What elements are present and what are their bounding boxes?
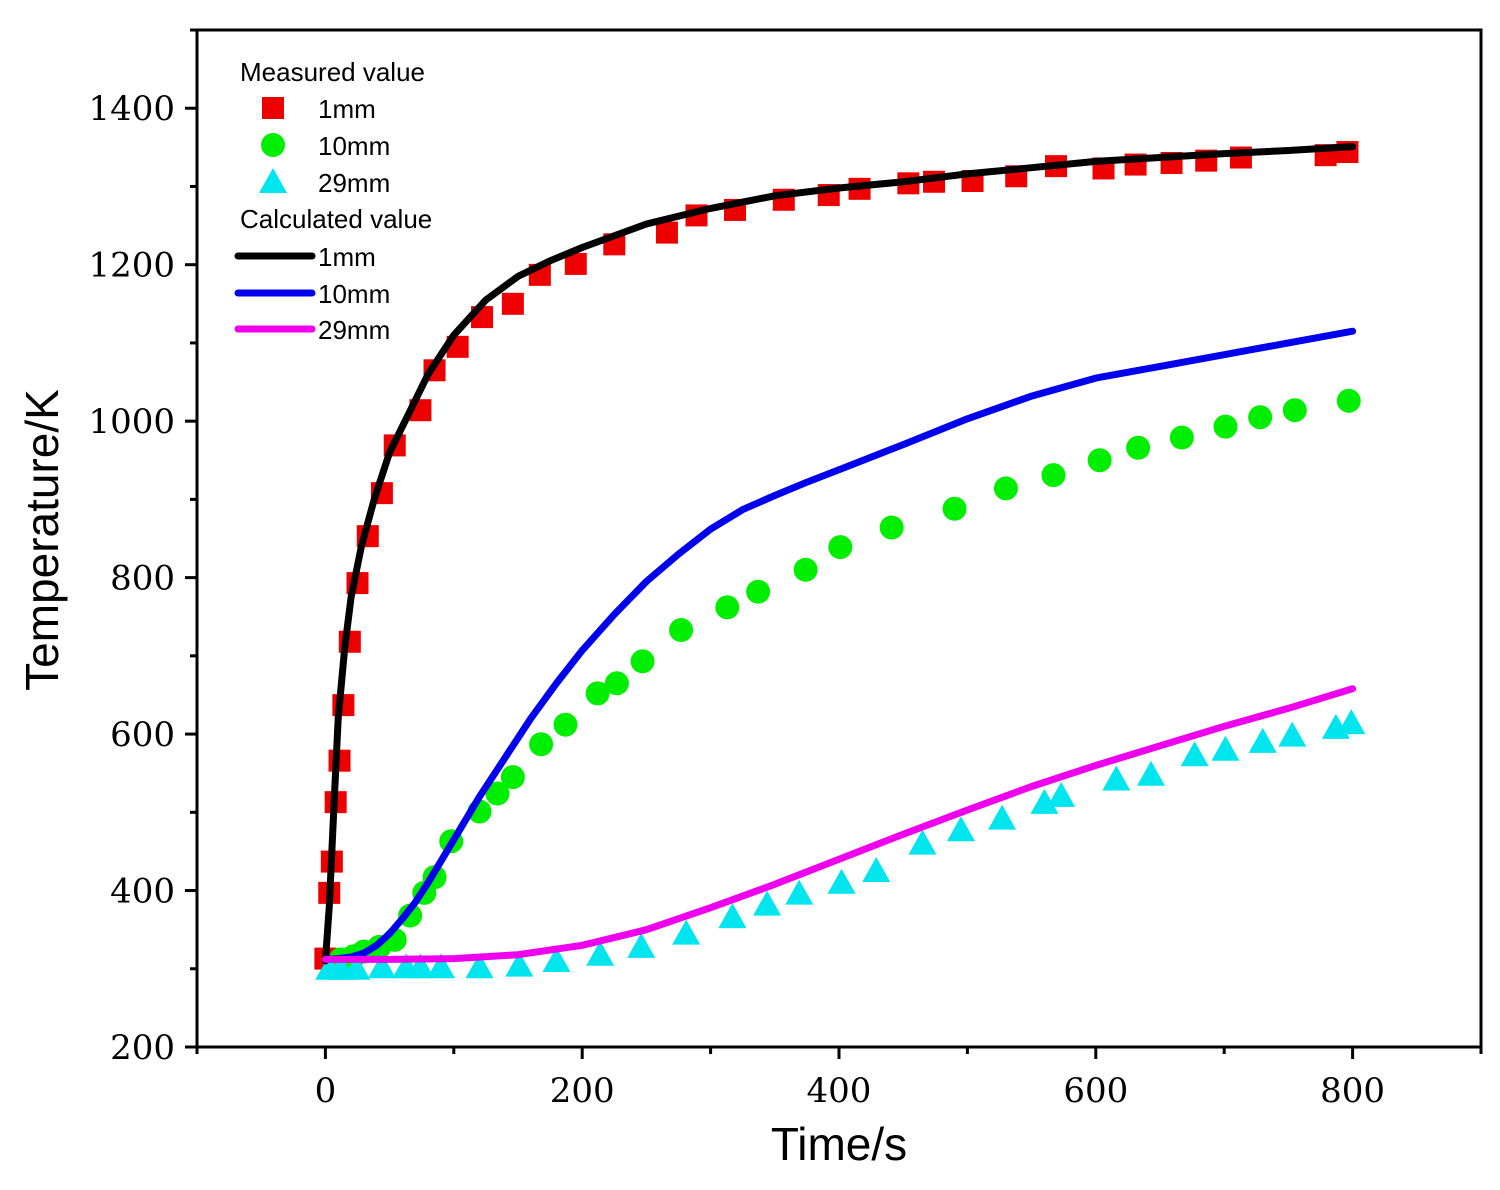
measured-point-29mm (828, 869, 856, 894)
calculated-line-10mm (325, 331, 1352, 959)
measured-point-29mm (1137, 761, 1165, 786)
measured-point-10mm (1170, 426, 1194, 450)
measured-point-29mm (947, 816, 975, 841)
measured-point-29mm (1102, 765, 1130, 790)
legend-label: 29mm (318, 168, 390, 198)
y-tick-label: 1400 (88, 89, 175, 129)
measured-point-29mm (1249, 728, 1277, 753)
measured-point-10mm (529, 732, 553, 756)
measured-point-10mm (1126, 436, 1150, 460)
measured-point-29mm (1211, 736, 1239, 761)
plot-area (314, 141, 1365, 980)
measured-point-10mm (943, 497, 967, 521)
legend-label: 10mm (318, 279, 390, 309)
y-tick-label: 400 (110, 872, 175, 912)
x-tick-label: 400 (807, 1071, 872, 1111)
measured-point-29mm (862, 857, 890, 882)
measured-point-1mm (502, 293, 524, 315)
y-tick-label: 1000 (88, 402, 175, 442)
x-tick-label: 800 (1320, 1071, 1385, 1111)
measured-point-10mm (1248, 405, 1272, 429)
measured-point-29mm (988, 805, 1016, 830)
measured-point-10mm (994, 476, 1018, 500)
measured-point-10mm (794, 558, 818, 582)
measured-point-10mm (631, 649, 655, 673)
measured-point-10mm (605, 671, 629, 695)
y-tick-label: 200 (110, 1028, 175, 1068)
legend: Measured value 1mm 10mm 29mm Calculated valu… (238, 57, 432, 345)
legend-label: 29mm (318, 315, 390, 345)
legend-label: 10mm (318, 131, 390, 161)
measured-point-10mm (1337, 389, 1361, 413)
measured-point-10mm (715, 595, 739, 619)
calculated-line-29mm (325, 689, 1352, 960)
measured-point-10mm (1283, 398, 1307, 422)
measured-point-10mm (501, 765, 525, 789)
x-tick-label: 600 (1063, 1071, 1128, 1111)
legend-label: 1mm (318, 242, 376, 272)
y-tick-label: 800 (110, 559, 175, 599)
chart: 0 200 400 600 800 200 400 600 800 1000 1200 1400 Ti… (0, 0, 1500, 1190)
measured-point-10mm (1041, 463, 1065, 487)
measured-point-10mm (880, 516, 904, 540)
legend-label: 1mm (318, 94, 376, 124)
measured-point-29mm (1337, 709, 1365, 734)
measured-point-29mm (1278, 722, 1306, 747)
legend-marker-10mm (261, 133, 285, 157)
measured-point-10mm (1088, 448, 1112, 472)
measured-series-29mm (315, 709, 1365, 980)
measured-point-10mm (828, 535, 852, 559)
measured-point-10mm (1213, 415, 1237, 439)
legend-marker-1mm (262, 97, 284, 119)
measured-point-10mm (746, 580, 770, 604)
y-tick-label: 1200 (88, 246, 175, 286)
x-axis-title: Time/s (771, 1118, 907, 1170)
measured-point-29mm (672, 920, 700, 945)
measured-point-10mm (554, 713, 578, 737)
measured-point-29mm (785, 880, 813, 905)
measured-point-29mm (1181, 741, 1209, 766)
y-tick-label: 600 (110, 715, 175, 755)
measured-point-10mm (669, 618, 693, 642)
legend-marker-29mm (259, 168, 287, 193)
measured-point-1mm (656, 222, 678, 244)
measured-point-29mm (1047, 782, 1075, 807)
legend-calculated-title: Calculated value (240, 204, 432, 234)
y-axis-title: Temperature/K (16, 389, 68, 691)
x-tick-label: 0 (315, 1071, 337, 1111)
legend-measured-title: Measured value (240, 57, 425, 87)
x-tick-label: 200 (550, 1071, 615, 1111)
